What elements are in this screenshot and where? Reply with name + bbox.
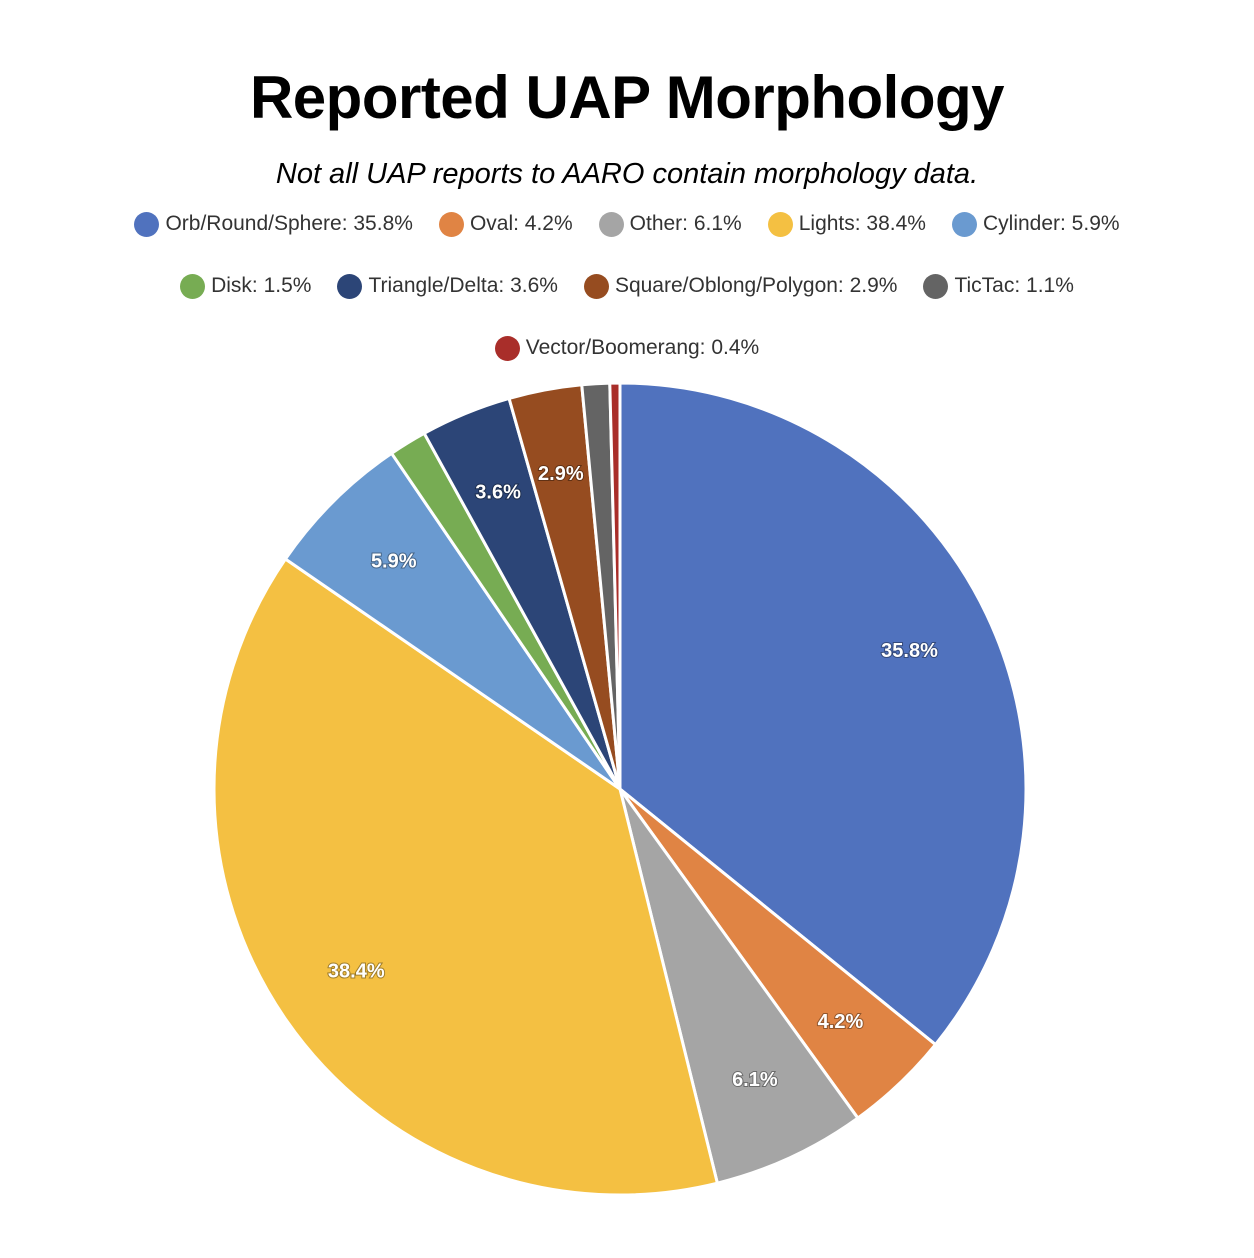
slice-data-label: 5.9%: [371, 551, 417, 573]
pie-slice-cylinder[interactable]: [283, 451, 622, 791]
legend-item[interactable]: Orb/Round/Sphere: 35.8%: [134, 208, 413, 240]
legend-label: Square/Oblong/Polygon: 2.9%: [614, 274, 898, 297]
pie-slice-orb-round-sphere[interactable]: [618, 381, 1028, 1047]
legend-marker: [767, 211, 793, 237]
pie-slice-other[interactable]: [618, 787, 860, 1185]
legend-label: Cylinder: 5.9%: [982, 212, 1120, 235]
legend-label: Oval: 4.2%: [469, 212, 573, 235]
legend-label: Orb/Round/Sphere: 35.8%: [165, 212, 413, 235]
legend-item[interactable]: Triangle/Delta: 3.6%: [337, 270, 558, 302]
pie-chart: 35.8% 4.2% 6.1% 38.4% 5.9% 3.6% 2.9%: [212, 381, 1028, 1197]
legend-item[interactable]: TicTac: 1.1%: [923, 270, 1074, 302]
legend-marker: [180, 273, 206, 299]
slice-data-label: 35.8%: [881, 640, 938, 662]
slice-data-label: 3.6%: [475, 481, 521, 503]
legend-marker: [438, 211, 464, 237]
legend-label: Disk: 1.5%: [211, 274, 312, 297]
chart-title: Reported UAP Morphology: [249, 64, 1005, 131]
legend-item[interactable]: Lights: 38.4%: [767, 208, 926, 240]
legend: Orb/Round/Sphere: 35.8% Oval: 4.2% Other: …: [40, 208, 1214, 364]
legend-label: Vector/Boomerang: 0.4%: [525, 336, 760, 359]
slice-data-label: 6.1%: [732, 1069, 778, 1091]
pie-slice-lights[interactable]: [212, 557, 719, 1197]
legend-item[interactable]: Vector/Boomerang: 0.4%: [494, 332, 760, 364]
legend-marker: [951, 211, 977, 237]
legend-label: Other: 6.1%: [629, 212, 742, 235]
legend-item[interactable]: Square/Oblong/Polygon: 2.9%: [583, 270, 898, 302]
chart-subtitle: Not all UAP reports to AARO contain morp…: [275, 158, 979, 190]
slice-data-label: 38.4%: [328, 961, 385, 983]
legend-item[interactable]: Cylinder: 5.9%: [951, 208, 1120, 240]
legend-marker: [494, 335, 520, 361]
legend-marker: [598, 211, 624, 237]
legend-item[interactable]: Disk: 1.5%: [180, 270, 311, 302]
legend-label: Lights: 38.4%: [798, 212, 926, 235]
legend-label: Triangle/Delta: 3.6%: [368, 274, 558, 297]
legend-marker: [337, 273, 363, 299]
slice-data-label: 2.9%: [538, 463, 584, 485]
legend-marker: [134, 211, 160, 237]
pie-slice-vector-boomerang[interactable]: [608, 381, 622, 791]
legend-item[interactable]: Oval: 4.2%: [438, 208, 573, 240]
legend-marker: [923, 273, 949, 299]
slice-data-label: 4.2%: [818, 1011, 864, 1033]
legend-marker: [583, 273, 609, 299]
legend-item[interactable]: Other: 6.1%: [598, 208, 742, 240]
legend-label: TicTac: 1.1%: [954, 274, 1074, 297]
